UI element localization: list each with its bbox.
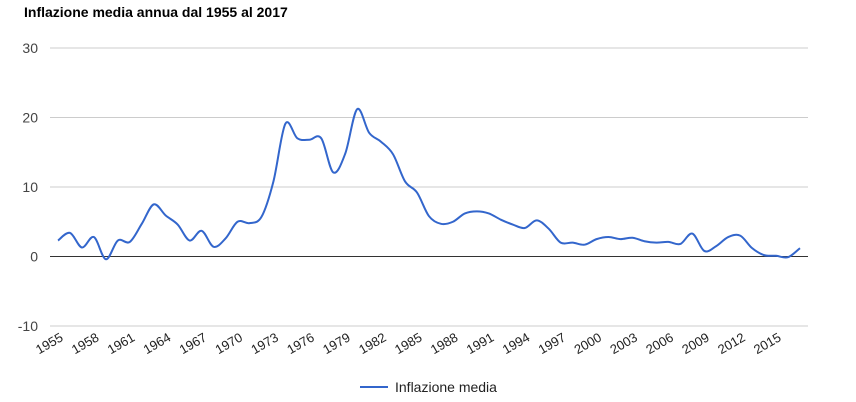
x-tick-label: 1973 [248, 330, 281, 357]
x-axis-ticks: 1955 1958 1961 1964 1967 1970 1973 1976 1979 1982… [33, 330, 784, 357]
x-tick-label: 2006 [643, 330, 676, 357]
x-tick-label: 2009 [679, 330, 712, 357]
y-tick-label: 0 [30, 249, 38, 265]
x-tick-label: 1970 [212, 330, 245, 357]
x-tick-label: 2000 [572, 330, 605, 357]
x-tick-label: 2012 [715, 330, 748, 357]
y-tick-label: 10 [22, 179, 38, 195]
gridlines [50, 47, 808, 327]
x-tick-label: 1967 [177, 330, 210, 357]
x-tick-label: 1994 [500, 330, 533, 357]
y-axis-ticks: -10 0 10 20 30 [18, 40, 38, 334]
x-tick-label: 1985 [392, 330, 425, 357]
x-tick-label: 1961 [105, 330, 138, 357]
x-tick-label: 1976 [284, 330, 317, 357]
x-tick-label: 2015 [751, 330, 784, 357]
x-tick-label: 1982 [356, 330, 389, 357]
x-tick-label: 2003 [607, 330, 640, 357]
chart-title: Inflazione media annua dal 1955 al 2017 [24, 4, 288, 20]
x-tick-label: 1979 [320, 330, 353, 357]
series-lines [57, 107, 801, 261]
x-tick-label: 1988 [428, 330, 461, 357]
x-tick-label: 1964 [141, 330, 174, 357]
y-tick-label: 30 [22, 40, 38, 56]
x-tick-label: 1991 [464, 330, 497, 357]
x-tick-label: 1997 [536, 330, 569, 357]
y-tick-label: -10 [18, 318, 38, 334]
y-tick-label: 20 [22, 110, 38, 126]
legend: Inflazione media [360, 379, 497, 395]
legend-label: Inflazione media [395, 379, 497, 395]
x-tick-label: 1958 [69, 330, 102, 357]
series-line-inflazione-media [57, 107, 801, 261]
